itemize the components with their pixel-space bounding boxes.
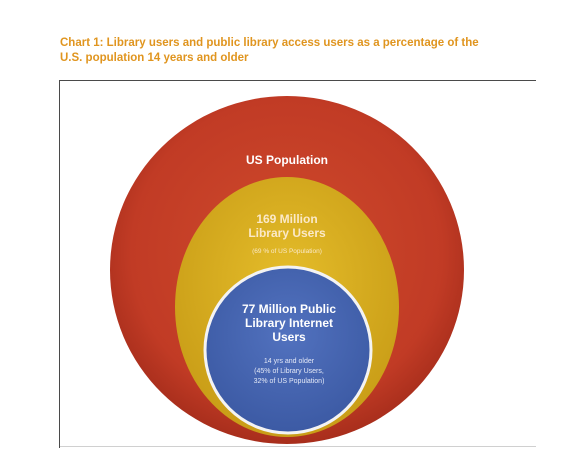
- us-population-label: US Population: [246, 153, 328, 167]
- internet-users-note-line-3: 32% of US Population): [254, 378, 325, 385]
- library-users-count-label: 169 Million: [256, 212, 317, 226]
- internet-users-label-line-3: Users: [272, 330, 306, 344]
- chart-title-line-2: U.S. population 14 years and older: [60, 52, 249, 64]
- library-users-note: (69 % of US Population): [252, 248, 322, 255]
- figure-frame-bottom-line: [60, 446, 536, 447]
- library-users-label: Library Users: [248, 226, 326, 240]
- internet-users-count-label: 77 Million Public: [242, 302, 336, 316]
- internet-users-note-line-2: (45% of Library Users,: [254, 368, 324, 375]
- figure-frame: [59, 80, 536, 448]
- internet-users-label-line-2: Library Internet: [245, 316, 333, 330]
- internet-users-circle: [203, 265, 373, 435]
- chart-title: Chart 1: Library users and public librar…: [60, 36, 530, 66]
- internet-users-note-line-1: 14 yrs and older: [264, 358, 315, 365]
- chart-title-line-1: Chart 1: Library users and public librar…: [60, 37, 479, 49]
